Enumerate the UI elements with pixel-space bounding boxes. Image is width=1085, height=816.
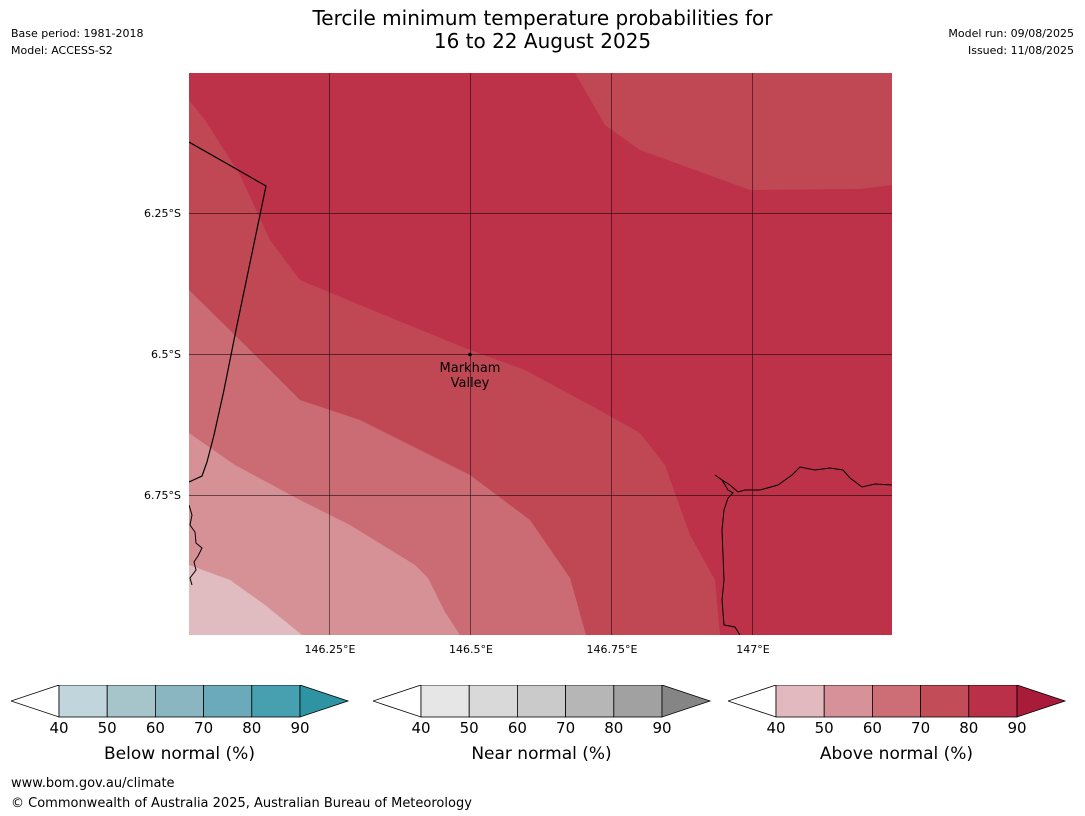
colorbar-segment [58,685,108,718]
colorbar-extend-low [728,685,777,718]
colorbar-tick-label: 90 [1007,719,1027,737]
colorbar-extend-high [299,685,350,718]
metadata-left: Base period: 1981-2018 Model: ACCESS-S2 [11,25,143,59]
footer-url: www.bom.gov.au/climate [11,776,175,791]
lon-label-146-75: 146.75°E [586,643,638,656]
colorbar-tick-label: 70 [911,719,931,737]
colorbar-segment [968,685,1018,718]
title-line-1: Tercile minimum temperature probabilitie… [312,6,773,30]
metadata-right: Model run: 09/08/2025 Issued: 11/08/2025 [948,25,1074,59]
colorbar-segment [613,685,663,718]
colorbar-tick-label: 70 [194,719,214,737]
probability-map [189,73,892,635]
region-40-50 [189,565,302,635]
colorbar-segment [775,685,825,718]
probability-contours [189,73,892,635]
place-label-line-1: Markham [439,361,501,376]
place-label-line-2: Valley [450,376,490,391]
colorbar-tick-label: 40 [766,719,786,737]
colorbar-tick-label: 80 [604,719,624,737]
colorbar-segment [516,685,566,718]
lon-label-146-5: 146.5°E [449,643,493,656]
colorbar-title: Near normal (%) [471,744,612,764]
lon-label-146-25: 146.25°E [304,643,356,656]
region-70-80-northeast [575,73,892,190]
colorbar-segment [871,685,921,718]
colorbar-tick-label: 40 [49,719,69,737]
lon-label-147: 147°E [736,643,770,656]
coastline-southwest [189,504,203,586]
lat-label-6-75: 6.75°S [144,489,181,502]
colorbar-tick-label: 60 [862,719,882,737]
map-area: 6.25°S 6.5°S 6.75°S 146.25°E 146.5°E 146… [144,73,892,656]
colorbar-title: Below normal (%) [104,744,255,764]
colorbar-tick-label: 80 [959,719,979,737]
colorbar-tick-label: 50 [814,719,834,737]
lat-label-6-5: 6.5°S [151,348,181,361]
model-run: Model run: 09/08/2025 [948,27,1074,40]
colorbar-segment [154,685,204,718]
colorbar-segment [420,685,470,718]
colorbar-2 [373,685,712,718]
colorbar-3 [728,685,1067,718]
coastline-east [714,466,892,635]
model-name: Model: ACCESS-S2 [11,44,113,57]
colorbar-segment [823,685,873,718]
colorbar-extend-high [1016,685,1067,718]
colorbar-extend-high [661,685,712,718]
colorbar-tick-label: 40 [411,719,431,737]
border-line [189,141,267,483]
base-period: Base period: 1981-2018 [11,27,144,40]
colorbar-tick-label: 90 [290,719,310,737]
colorbar-tick-label: 60 [507,719,527,737]
title-line-2: 16 to 22 August 2025 [433,29,652,53]
colorbar-tick-label: 90 [652,719,672,737]
colorbar-extend-low [373,685,422,718]
colorbar-segment [468,685,518,718]
colorbar-title: Above normal (%) [819,744,974,764]
colorbar-tick-label: 60 [145,719,165,737]
map-title: Tercile minimum temperature probabilitie… [0,7,1085,53]
colorbar-segment [920,685,970,718]
colorbar-segment [203,685,253,718]
lat-label-6-25: 6.25°S [144,207,181,220]
footer-copyright: © Commonwealth of Australia 2025, Austra… [11,796,472,811]
colorbar-tick-label: 80 [242,719,262,737]
colorbar-1 [11,685,350,718]
colorbar-segment [251,685,301,718]
colorbar-tick-label: 50 [459,719,479,737]
issued-date: Issued: 11/08/2025 [967,44,1074,57]
colorbar-tick-label: 50 [97,719,117,737]
colorbar-segment [565,685,615,718]
region-50-60 [189,433,460,635]
gridlines [189,73,892,635]
colorbar-segment [106,685,156,718]
colorbar-extend-low [11,685,60,718]
colorbar-tick-label: 70 [556,719,576,737]
place-label-markham-valley: Markham Valley [440,361,501,391]
markham-valley-marker [468,352,472,357]
